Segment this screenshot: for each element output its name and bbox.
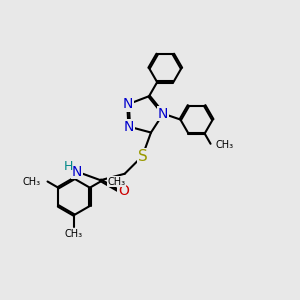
Text: N: N	[72, 165, 82, 178]
Text: O: O	[118, 184, 129, 198]
Text: CH₃: CH₃	[23, 176, 41, 187]
Text: S: S	[137, 148, 147, 164]
Text: N: N	[124, 120, 134, 134]
Text: H: H	[63, 160, 73, 173]
Text: N: N	[158, 107, 168, 121]
Text: CH₃: CH₃	[216, 140, 234, 150]
Text: CH₃: CH₃	[107, 176, 125, 187]
Text: N: N	[123, 97, 133, 111]
Text: CH₃: CH₃	[65, 229, 83, 239]
